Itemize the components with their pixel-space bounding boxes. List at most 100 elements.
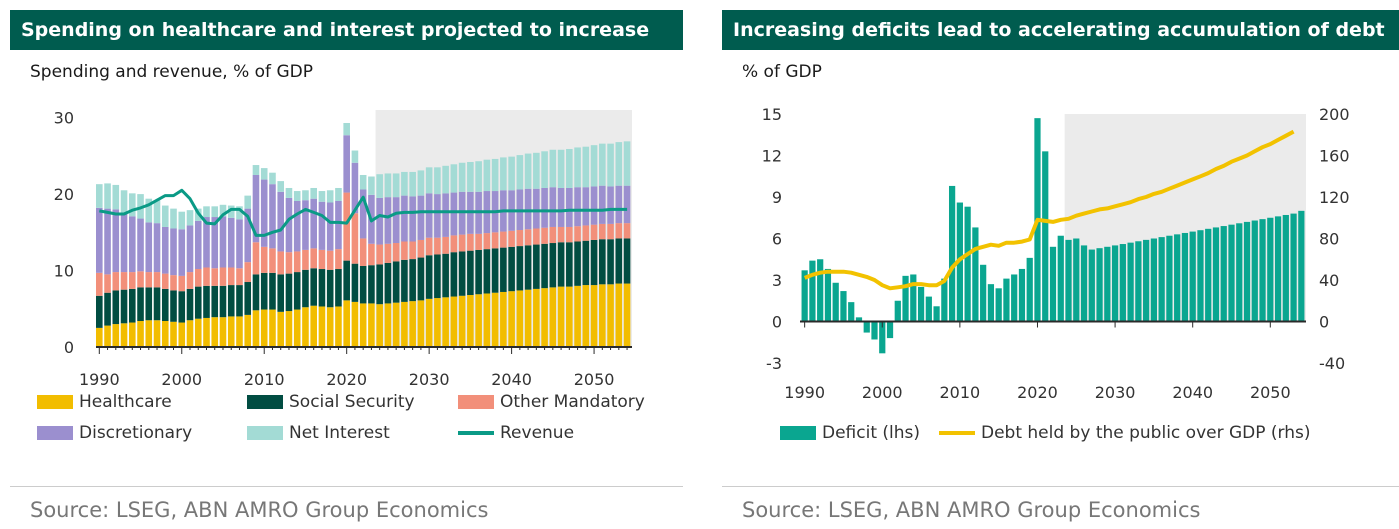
bar-healthcare	[442, 297, 449, 347]
bar-social-security	[178, 291, 186, 323]
bar-deficit	[1158, 237, 1165, 322]
bar-discretionary	[194, 220, 202, 270]
bar-deficit	[1049, 246, 1057, 322]
bar-social-security	[293, 272, 301, 310]
legend-item-revenue: Revenue	[458, 423, 574, 443]
bar-net-interest	[392, 173, 400, 198]
bar-other-mandatory	[359, 238, 367, 266]
bar-other-mandatory	[269, 248, 276, 273]
bar-other-mandatory	[582, 225, 590, 241]
bar-other-mandatory	[137, 271, 144, 288]
bar-deficit	[855, 317, 863, 322]
bar-discretionary	[458, 191, 466, 235]
bar-social-security	[582, 240, 590, 286]
bar-healthcare	[623, 283, 631, 347]
bar-net-interest	[607, 143, 614, 187]
bar-net-interest	[467, 161, 474, 192]
bar-healthcare	[153, 320, 161, 347]
bar-net-interest	[508, 156, 515, 191]
bar-deficit	[1189, 231, 1196, 322]
bar-discretionary	[104, 208, 111, 275]
bar-other-mandatory	[302, 249, 309, 270]
bar-deficit	[1127, 242, 1134, 322]
bar-healthcare	[549, 287, 557, 347]
bar-healthcare	[343, 300, 350, 347]
bar-healthcare	[557, 286, 565, 347]
bar-social-security	[203, 285, 210, 318]
legend-item-net-interest: Net Interest	[247, 423, 390, 443]
bar-deficit	[817, 259, 824, 322]
x-tick-label: 2000	[862, 383, 903, 402]
bar-social-security	[277, 274, 285, 312]
bar-healthcare	[401, 301, 408, 347]
bar-net-interest	[599, 143, 606, 186]
bar-social-security	[359, 265, 367, 304]
bar-healthcare	[409, 301, 416, 347]
bar-other-mandatory	[236, 268, 243, 286]
bar-deficit	[1026, 257, 1033, 322]
legend-item-social-security: Social Security	[247, 392, 415, 412]
y-left-tick-label: 15	[762, 105, 782, 124]
bar-discretionary	[524, 188, 532, 230]
legend-label-other-mandatory: Other Mandatory	[500, 392, 645, 412]
line-debt-held-by-the-public-over-gdp-rhs	[803, 129, 1295, 291]
bar-other-mandatory	[326, 250, 334, 270]
bar-deficit	[917, 286, 925, 322]
y-right-tick-label: 80	[1319, 230, 1339, 249]
bar-net-interest	[219, 204, 227, 217]
y-left-tick-label: 0	[772, 313, 782, 332]
bar-net-interest	[491, 158, 499, 192]
bar-other-mandatory	[566, 226, 573, 243]
bar-discretionary	[170, 228, 177, 276]
bar-social-security	[318, 269, 326, 307]
bar-net-interest	[326, 190, 334, 203]
right-chart-title: Increasing deficits lead to accelerating…	[722, 10, 1399, 50]
bar-other-mandatory	[310, 248, 317, 269]
bar-other-mandatory	[417, 239, 425, 258]
bar-other-mandatory	[260, 246, 268, 273]
y-right-tick-label: 160	[1319, 147, 1350, 166]
bar-deficit	[925, 296, 932, 322]
bar-healthcare	[178, 322, 186, 347]
bar-other-mandatory	[599, 223, 606, 240]
bar-other-mandatory	[524, 229, 532, 246]
bar-healthcare	[244, 314, 252, 347]
bar-other-mandatory	[607, 223, 614, 240]
bar-net-interest	[112, 184, 120, 210]
legend-swatch-social-security	[247, 395, 283, 409]
bar-net-interest	[368, 176, 375, 195]
bar-discretionary	[434, 194, 441, 238]
bar-net-interest	[401, 171, 408, 196]
bar-deficit	[980, 264, 987, 322]
bar-deficit	[1197, 230, 1204, 322]
bar-healthcare	[302, 307, 309, 347]
bar-deficit	[894, 300, 901, 322]
x-tick-label: 1990	[79, 370, 120, 389]
legend-item-healthcare: Healthcare	[37, 392, 172, 412]
bar-other-mandatory	[194, 269, 202, 287]
bar-other-mandatory	[392, 243, 400, 262]
bar-deficit	[1042, 151, 1049, 322]
y-right-tick-label: -40	[1319, 354, 1345, 373]
bar-deficit	[1174, 234, 1181, 322]
bar-healthcare	[104, 325, 111, 347]
bar-healthcare	[450, 296, 458, 347]
bar-healthcare	[425, 298, 433, 347]
bar-deficit	[1003, 278, 1010, 322]
bar-social-security	[392, 261, 400, 303]
bar-other-mandatory	[343, 192, 350, 261]
bar-deficit	[948, 185, 956, 322]
bar-other-mandatory	[211, 268, 219, 286]
bar-social-security	[434, 254, 441, 299]
bar-social-security	[549, 243, 557, 288]
bar-healthcare	[285, 311, 293, 347]
bar-net-interest	[500, 157, 507, 191]
bar-discretionary	[541, 187, 548, 228]
y-tick-label: 30	[54, 109, 74, 128]
bar-discretionary	[549, 187, 557, 227]
bar-discretionary	[351, 162, 359, 214]
bar-deficit	[964, 206, 971, 322]
bar-other-mandatory	[590, 224, 598, 240]
x-tick-label: 2010	[244, 370, 285, 389]
bar-discretionary	[227, 217, 235, 268]
